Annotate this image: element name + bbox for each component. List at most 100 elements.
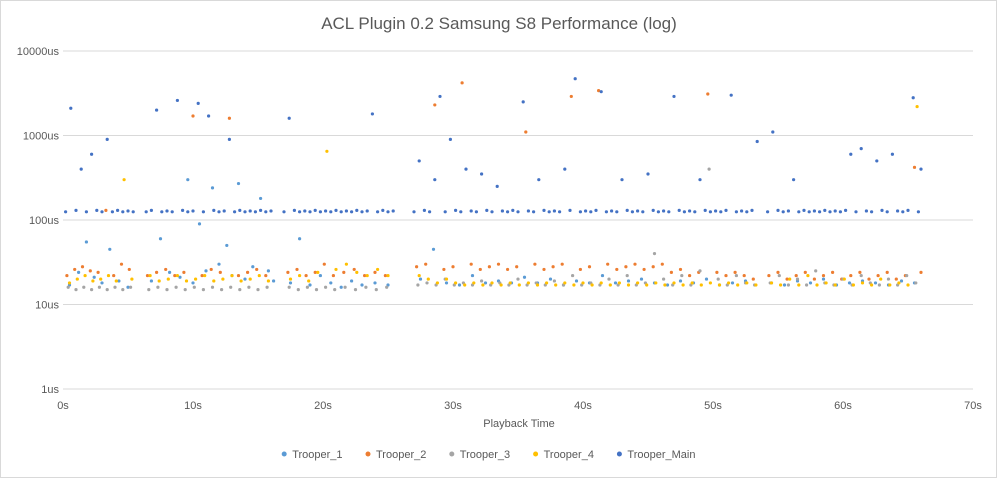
data-point [844,208,848,212]
data-point [209,267,213,272]
data-point [797,210,801,214]
data-point [324,285,328,289]
data-point [155,270,159,274]
data-point [210,186,215,190]
data-point [719,210,723,214]
data-point [238,208,242,212]
data-point [704,277,709,281]
data-point [481,283,485,287]
data-point [915,104,919,109]
data-point [344,262,348,266]
data-point [526,281,531,285]
data-point [911,96,915,100]
data-point [175,273,179,278]
data-point [314,288,319,292]
data-point [808,281,813,285]
data-point [807,210,811,214]
data-point [426,277,430,281]
data-point [636,209,640,213]
data-point [117,279,121,283]
data-point [149,208,153,212]
data-point [435,281,439,285]
data-point [919,270,923,274]
data-point [100,281,104,285]
data-point [90,288,94,292]
data-point [95,208,99,212]
data-point [558,210,562,214]
data-point [812,277,817,281]
data-point [344,209,348,213]
data-point [126,285,130,289]
data-point [144,210,148,214]
data-point [256,288,260,292]
data-point [607,277,611,281]
data-point [66,285,70,289]
data-point [678,267,683,272]
data-point [243,210,247,214]
data-point [654,281,658,285]
data-point [873,281,878,285]
series-trooper_4 [67,104,919,287]
data-point [662,209,666,213]
data-point [574,279,579,283]
data-point [173,273,177,278]
data-point [80,265,85,269]
data-point [307,279,311,283]
data-point [108,247,112,251]
data-point [248,209,252,213]
data-point [157,279,161,283]
data-point [641,210,645,214]
data-point [470,273,475,278]
data-point [688,273,692,278]
data-point [859,146,863,151]
data-point [606,262,610,266]
data-point [233,210,237,214]
data-point [374,288,378,292]
data-point [515,265,519,269]
data-point [448,137,452,141]
data-point [116,208,120,212]
data-point [821,273,826,278]
data-point [896,209,900,213]
data-point [148,273,152,278]
data-point [160,210,164,214]
data-point [365,273,369,278]
data-point [424,262,428,266]
data-point [370,112,374,116]
data-point [451,265,455,269]
data-point [524,130,528,134]
data-point [376,267,380,272]
plot-area [64,77,923,292]
data-point [776,270,780,274]
data-point [243,277,247,281]
y-tick-label: 10us [35,300,59,312]
data-point [511,208,515,212]
data-point [287,285,291,289]
data-point [324,209,328,213]
data-point [433,178,437,182]
data-point [548,277,553,281]
data-point [698,269,702,273]
data-point [286,270,290,274]
data-point [651,208,655,212]
data-point [788,277,792,281]
data-point [472,281,476,285]
data-point [225,243,229,248]
data-point [91,279,95,283]
data-point [88,269,92,273]
data-point [663,283,667,287]
data-point [155,108,159,112]
data-point [782,283,787,287]
data-point [905,273,909,278]
data-point [105,288,109,292]
data-point [238,288,242,292]
data-point [847,281,852,285]
data-point [660,262,664,266]
y-tick-label: 10000us [17,46,60,58]
data-point [352,267,356,272]
data-point [381,208,385,212]
data-point [425,281,429,285]
data-point [92,275,96,279]
data-point [734,210,739,214]
data-point [454,208,458,212]
